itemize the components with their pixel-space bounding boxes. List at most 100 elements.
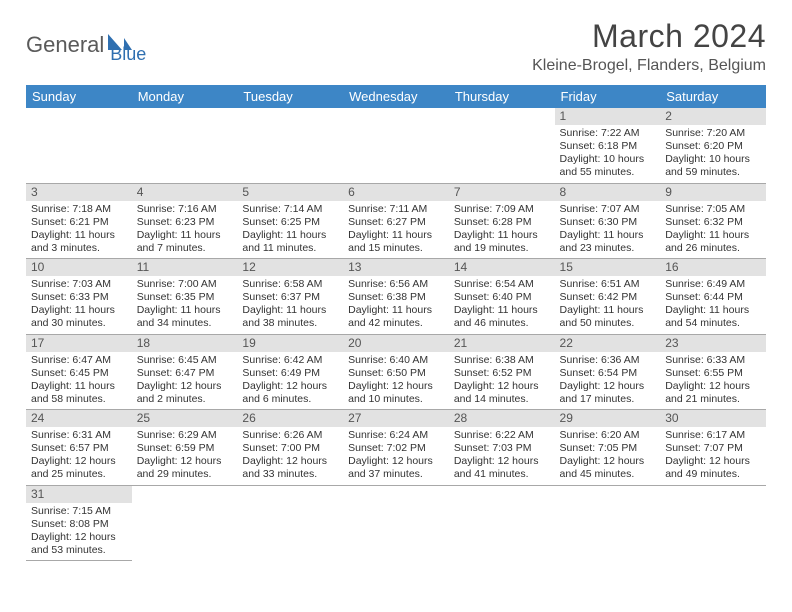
sunrise-text: Sunrise: 6:49 AM xyxy=(665,278,761,291)
sunset-text: Sunset: 7:02 PM xyxy=(348,442,444,455)
daylight-text: Daylight: 10 hours and 59 minutes. xyxy=(665,153,761,179)
day-number: 10 xyxy=(26,259,132,276)
sunset-text: Sunset: 6:20 PM xyxy=(665,140,761,153)
weekday-header: Saturday xyxy=(660,85,766,108)
sunrise-text: Sunrise: 7:14 AM xyxy=(242,203,338,216)
weekday-header: Friday xyxy=(555,85,661,108)
sunset-text: Sunset: 6:59 PM xyxy=(137,442,233,455)
calendar-cell: 28Sunrise: 6:22 AMSunset: 7:03 PMDayligh… xyxy=(449,410,555,486)
logo-text-blue: Blue xyxy=(110,44,146,65)
logo: General Blue xyxy=(26,24,146,65)
logo-text-general: General xyxy=(26,32,104,58)
sunset-text: Sunset: 6:28 PM xyxy=(454,216,550,229)
weekday-header: Sunday xyxy=(26,85,132,108)
day-body: Sunrise: 6:17 AMSunset: 7:07 PMDaylight:… xyxy=(660,427,766,485)
calendar-cell: 12Sunrise: 6:58 AMSunset: 6:37 PMDayligh… xyxy=(237,259,343,335)
weekday-header: Thursday xyxy=(449,85,555,108)
daylight-text: Daylight: 11 hours and 23 minutes. xyxy=(560,229,656,255)
weekday-header: Tuesday xyxy=(237,85,343,108)
daylight-text: Daylight: 11 hours and 15 minutes. xyxy=(348,229,444,255)
daylight-text: Daylight: 12 hours and 21 minutes. xyxy=(665,380,761,406)
day-body: Sunrise: 6:58 AMSunset: 6:37 PMDaylight:… xyxy=(237,276,343,334)
location: Kleine-Brogel, Flanders, Belgium xyxy=(532,57,766,75)
day-body: Sunrise: 7:16 AMSunset: 6:23 PMDaylight:… xyxy=(132,201,238,259)
calendar-cell: 31Sunrise: 7:15 AMSunset: 8:08 PMDayligh… xyxy=(26,485,132,561)
calendar-cell: 4Sunrise: 7:16 AMSunset: 6:23 PMDaylight… xyxy=(132,183,238,259)
day-body: Sunrise: 6:22 AMSunset: 7:03 PMDaylight:… xyxy=(449,427,555,485)
sunrise-text: Sunrise: 6:42 AM xyxy=(242,354,338,367)
sunrise-text: Sunrise: 7:15 AM xyxy=(31,505,127,518)
sunrise-text: Sunrise: 6:24 AM xyxy=(348,429,444,442)
sunset-text: Sunset: 6:38 PM xyxy=(348,291,444,304)
daylight-text: Daylight: 12 hours and 10 minutes. xyxy=(348,380,444,406)
calendar-cell xyxy=(26,108,132,183)
sunset-text: Sunset: 6:37 PM xyxy=(242,291,338,304)
day-number: 21 xyxy=(449,335,555,352)
daylight-text: Daylight: 11 hours and 26 minutes. xyxy=(665,229,761,255)
sunset-text: Sunset: 6:55 PM xyxy=(665,367,761,380)
calendar-cell: 18Sunrise: 6:45 AMSunset: 6:47 PMDayligh… xyxy=(132,334,238,410)
day-body: Sunrise: 7:20 AMSunset: 6:20 PMDaylight:… xyxy=(660,125,766,183)
day-body: Sunrise: 7:09 AMSunset: 6:28 PMDaylight:… xyxy=(449,201,555,259)
sunset-text: Sunset: 7:05 PM xyxy=(560,442,656,455)
daylight-text: Daylight: 12 hours and 29 minutes. xyxy=(137,455,233,481)
calendar-cell: 16Sunrise: 6:49 AMSunset: 6:44 PMDayligh… xyxy=(660,259,766,335)
day-number: 9 xyxy=(660,184,766,201)
calendar-cell: 29Sunrise: 6:20 AMSunset: 7:05 PMDayligh… xyxy=(555,410,661,486)
sunrise-text: Sunrise: 7:07 AM xyxy=(560,203,656,216)
day-number: 20 xyxy=(343,335,449,352)
sunrise-text: Sunrise: 6:31 AM xyxy=(31,429,127,442)
day-number: 30 xyxy=(660,410,766,427)
daylight-text: Daylight: 11 hours and 11 minutes. xyxy=(242,229,338,255)
weekday-header-row: SundayMondayTuesdayWednesdayThursdayFrid… xyxy=(26,85,766,108)
calendar-cell xyxy=(237,485,343,561)
sunset-text: Sunset: 6:30 PM xyxy=(560,216,656,229)
day-body: Sunrise: 7:00 AMSunset: 6:35 PMDaylight:… xyxy=(132,276,238,334)
sunset-text: Sunset: 7:03 PM xyxy=(454,442,550,455)
sunrise-text: Sunrise: 6:51 AM xyxy=(560,278,656,291)
sunset-text: Sunset: 7:07 PM xyxy=(665,442,761,455)
daylight-text: Daylight: 11 hours and 7 minutes. xyxy=(137,229,233,255)
sunrise-text: Sunrise: 6:17 AM xyxy=(665,429,761,442)
sunset-text: Sunset: 6:23 PM xyxy=(137,216,233,229)
day-body: Sunrise: 6:36 AMSunset: 6:54 PMDaylight:… xyxy=(555,352,661,410)
sunrise-text: Sunrise: 6:20 AM xyxy=(560,429,656,442)
day-number: 11 xyxy=(132,259,238,276)
calendar-cell: 26Sunrise: 6:26 AMSunset: 7:00 PMDayligh… xyxy=(237,410,343,486)
daylight-text: Daylight: 11 hours and 38 minutes. xyxy=(242,304,338,330)
day-body: Sunrise: 7:15 AMSunset: 8:08 PMDaylight:… xyxy=(26,503,132,561)
calendar-cell xyxy=(449,485,555,561)
daylight-text: Daylight: 12 hours and 2 minutes. xyxy=(137,380,233,406)
calendar-cell xyxy=(343,108,449,183)
sunrise-text: Sunrise: 6:36 AM xyxy=(560,354,656,367)
day-number: 31 xyxy=(26,486,132,503)
calendar-cell: 25Sunrise: 6:29 AMSunset: 6:59 PMDayligh… xyxy=(132,410,238,486)
day-number: 4 xyxy=(132,184,238,201)
daylight-text: Daylight: 11 hours and 30 minutes. xyxy=(31,304,127,330)
sunset-text: Sunset: 6:42 PM xyxy=(560,291,656,304)
daylight-text: Daylight: 12 hours and 6 minutes. xyxy=(242,380,338,406)
day-body: Sunrise: 7:14 AMSunset: 6:25 PMDaylight:… xyxy=(237,201,343,259)
calendar-cell xyxy=(555,485,661,561)
sunset-text: Sunset: 6:49 PM xyxy=(242,367,338,380)
calendar-cell: 15Sunrise: 6:51 AMSunset: 6:42 PMDayligh… xyxy=(555,259,661,335)
calendar-cell: 14Sunrise: 6:54 AMSunset: 6:40 PMDayligh… xyxy=(449,259,555,335)
calendar-cell: 17Sunrise: 6:47 AMSunset: 6:45 PMDayligh… xyxy=(26,334,132,410)
daylight-text: Daylight: 11 hours and 54 minutes. xyxy=(665,304,761,330)
calendar-cell xyxy=(660,485,766,561)
sunrise-text: Sunrise: 7:20 AM xyxy=(665,127,761,140)
sunset-text: Sunset: 6:47 PM xyxy=(137,367,233,380)
day-body: Sunrise: 6:54 AMSunset: 6:40 PMDaylight:… xyxy=(449,276,555,334)
sunrise-text: Sunrise: 7:18 AM xyxy=(31,203,127,216)
sunrise-text: Sunrise: 7:05 AM xyxy=(665,203,761,216)
daylight-text: Daylight: 10 hours and 55 minutes. xyxy=(560,153,656,179)
sunset-text: Sunset: 6:21 PM xyxy=(31,216,127,229)
sunrise-text: Sunrise: 6:58 AM xyxy=(242,278,338,291)
calendar-cell: 1Sunrise: 7:22 AMSunset: 6:18 PMDaylight… xyxy=(555,108,661,183)
sunrise-text: Sunrise: 6:22 AM xyxy=(454,429,550,442)
day-body: Sunrise: 6:31 AMSunset: 6:57 PMDaylight:… xyxy=(26,427,132,485)
daylight-text: Daylight: 12 hours and 53 minutes. xyxy=(31,531,127,557)
day-body: Sunrise: 6:49 AMSunset: 6:44 PMDaylight:… xyxy=(660,276,766,334)
daylight-text: Daylight: 11 hours and 42 minutes. xyxy=(348,304,444,330)
sunset-text: Sunset: 7:00 PM xyxy=(242,442,338,455)
